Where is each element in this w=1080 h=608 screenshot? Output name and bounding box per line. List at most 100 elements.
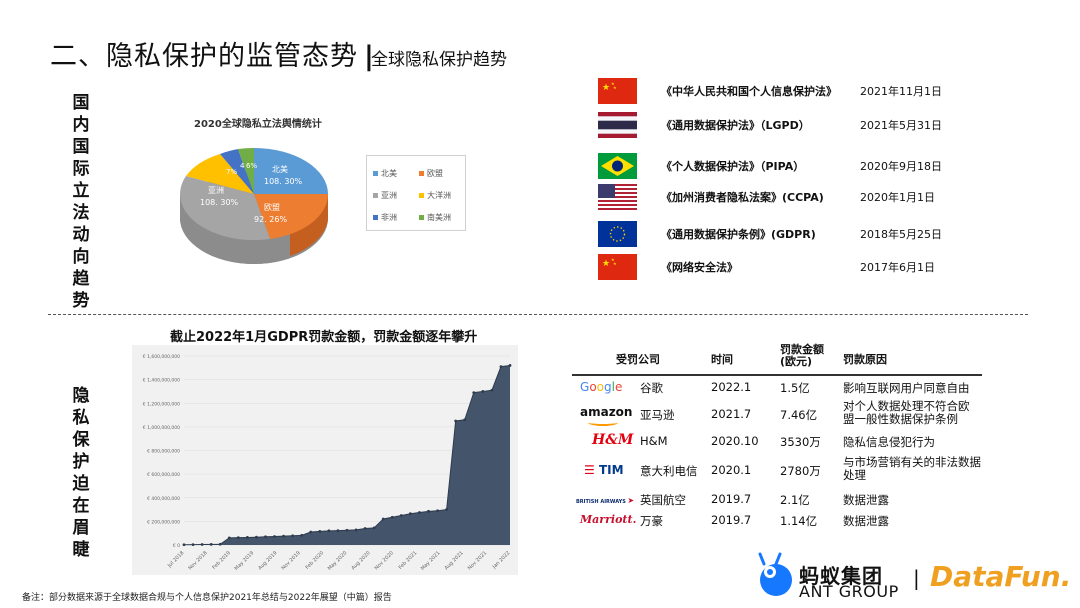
section-label-legislation: 国内国际立法动向趋势 [72, 93, 90, 311]
x-tick-label: Aug 2020 [350, 550, 371, 571]
pie-slice-na [254, 148, 328, 194]
law-row: ★ ★ ★ 《中华人民共和国个人信息保护法》 2021年11月1日 [598, 77, 958, 105]
data-point [182, 543, 186, 547]
svg-text:★: ★ [602, 259, 610, 269]
company-name: 意大利电信 [640, 464, 698, 478]
y-tick-label: € 0 [173, 543, 180, 549]
fine-time: 2020.10 [711, 434, 759, 448]
y-tick-label: € 800,000,000 [147, 449, 180, 455]
table-header-rule [572, 374, 982, 376]
data-point [209, 543, 213, 546]
series-area [184, 365, 510, 545]
page-subtitle: 全球隐私保护趋势 [371, 50, 507, 70]
data-point [499, 365, 503, 369]
law-date: 2020年9月18日 [860, 160, 942, 173]
pie-slice-sa [238, 147, 254, 194]
legend-swatch [373, 215, 378, 220]
data-point [445, 508, 449, 511]
fine-amount: 2.1亿 [780, 493, 810, 507]
usa-flag-icon [598, 184, 637, 210]
x-tick-label: Aug 2021 [444, 550, 465, 571]
x-tick-label: Feb 2019 [211, 550, 232, 571]
pie-slice-africa [220, 149, 254, 194]
fine-amount: 1.14亿 [780, 514, 818, 528]
law-row: ★ ★ ★ 《网络安全法》 2017年6月1日 [598, 253, 958, 281]
data-point [336, 529, 340, 532]
pie-label-na-value: 108. 30% [264, 177, 303, 186]
data-point [381, 517, 385, 521]
law-row: 《通用数据保护条例》(GDPR) 2018年5月25日 [598, 220, 958, 248]
fine-amount: 7.46亿 [780, 408, 818, 422]
hm-logo-icon: H&M [592, 432, 634, 448]
company-name: 英国航空 [640, 493, 686, 507]
x-tick-label: Feb 2020 [305, 550, 326, 571]
legend-swatch [419, 171, 424, 176]
fine-amount: 3530万 [780, 435, 821, 449]
google-logo-icon: Google [580, 380, 623, 394]
pie-slice-eu [254, 194, 329, 239]
brazil-flag-icon [598, 153, 637, 179]
y-tick-label: € 1,600,000,000 [143, 354, 180, 360]
legend-item: 南美洲 [419, 212, 451, 223]
data-point [472, 391, 476, 395]
legend-item: 北美 [373, 168, 397, 179]
y-tick-label: € 200,000,000 [147, 519, 180, 525]
pie-chart: 北美 108. 30% 欧盟 92. 26% 亚洲 108. 30% 7% 4 … [180, 147, 329, 264]
x-tick-label: May 2020 [327, 550, 349, 572]
x-tick-label: Jan 2022 [491, 550, 512, 571]
col-header-reason: 罚款原因 [843, 353, 887, 366]
data-point [227, 536, 231, 540]
y-tick-label: € 600,000,000 [147, 472, 180, 478]
company-name: 亚马逊 [640, 408, 675, 422]
data-point [200, 543, 204, 546]
legend-swatch [373, 171, 378, 176]
data-point [490, 388, 494, 392]
data-point [399, 514, 403, 517]
page-title: 二、隐私保护的监管态势 | [50, 34, 381, 73]
fine-time: 2022.1 [711, 380, 752, 394]
data-point [300, 533, 304, 537]
svg-text:★: ★ [602, 83, 610, 93]
data-point [481, 390, 485, 393]
gdpr-fines-chart: € 0 € 200,000,000 € 400,000,000 € 600,000,0… [143, 354, 512, 572]
pie-label-sa-value: 6% [246, 162, 257, 170]
svg-text:★: ★ [611, 81, 615, 86]
fine-time: 2019.7 [711, 513, 752, 527]
legend-item: 亚洲 [373, 190, 397, 201]
thailand-flag-icon [598, 112, 637, 138]
data-point [418, 511, 421, 514]
y-tick-label: € 400,000,000 [147, 496, 180, 502]
fine-reason: 数据泄露 [843, 493, 889, 507]
law-name: 《通用数据保护法》（LGPD） [661, 119, 810, 132]
ant-logo-icon [758, 552, 792, 596]
data-point [436, 509, 439, 513]
x-tick-label: Aug 2019 [257, 550, 278, 571]
pie-slice-oceania [186, 154, 254, 194]
company-name: H&M [640, 434, 668, 448]
footnote: 备注：部分数据来源于全球数据合规与个人信息保护2021年总结与2022年展望（中… [22, 593, 392, 603]
law-name: 《网络安全法》 [661, 261, 738, 274]
datafun-logo: DataFun. [930, 560, 1072, 593]
law-name: 《通用数据保护条例》(GDPR) [661, 228, 816, 241]
data-point [463, 418, 467, 422]
y-tick-label: € 1,400,000,000 [143, 378, 180, 384]
data-point [291, 534, 295, 538]
section-divider [48, 314, 1028, 315]
fine-time: 2020.1 [711, 463, 752, 477]
ant-group-en: ANT GROUP [799, 582, 899, 601]
fine-reason: 影响互联网用户同意自由 [843, 381, 970, 395]
x-tick-label: May 2021 [420, 550, 442, 572]
data-point [354, 528, 358, 532]
marriott-logo-icon: Marriott. [580, 513, 637, 526]
fine-reason: 与市场营销有关的非法数据处理 [843, 455, 981, 482]
amazon-logo-icon: amazon [580, 405, 632, 426]
svg-text:★: ★ [613, 261, 617, 266]
law-row: 《个人数据保护法》（PIPA） 2020年9月18日 [598, 152, 958, 180]
x-tick-label: May 2019 [234, 550, 256, 572]
data-point [218, 542, 222, 546]
law-date: 2020年1月1日 [860, 191, 935, 204]
pie-label-asia-name: 亚洲 [208, 186, 224, 195]
pie-label-africa-value: 4 [240, 162, 245, 170]
data-point [345, 528, 349, 532]
fine-time: 2019.7 [711, 492, 752, 506]
